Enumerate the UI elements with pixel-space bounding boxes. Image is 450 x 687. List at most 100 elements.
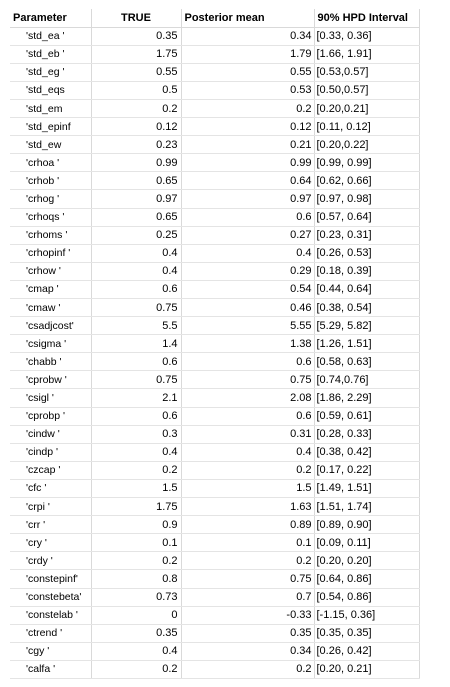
cell-true[interactable]: 0.2: [91, 660, 182, 679]
cell-hpd-interval[interactable]: [0.58, 0.63]: [314, 352, 420, 372]
cell-parameter[interactable]: 'std_eqs: [10, 81, 92, 100]
cell-hpd-interval[interactable]: [0.35, 0.35]: [314, 624, 420, 643]
cell-parameter[interactable]: 'chabb ': [10, 352, 92, 372]
cell-parameter[interactable]: 'cmaw ': [10, 298, 92, 318]
cell-parameter[interactable]: 'std_eg ': [10, 63, 92, 82]
cell-hpd-interval[interactable]: [0.33, 0.36]: [314, 27, 420, 46]
cell-posterior-mean[interactable]: 0.6: [181, 208, 315, 227]
cell-true[interactable]: 0.4: [91, 443, 182, 462]
cell-true[interactable]: 1.4: [91, 334, 182, 354]
cell-posterior-mean[interactable]: 0.89: [181, 515, 315, 535]
cell-parameter[interactable]: 'crdy ': [10, 551, 92, 571]
cell-true[interactable]: 0.65: [91, 208, 182, 227]
cell-true[interactable]: 0.35: [91, 27, 182, 46]
header-parameter[interactable]: Parameter: [10, 9, 92, 28]
cell-parameter[interactable]: 'crhob ': [10, 171, 92, 191]
cell-hpd-interval[interactable]: [0.26, 0.53]: [314, 244, 420, 263]
cell-parameter[interactable]: 'cgy ': [10, 642, 92, 661]
cell-posterior-mean[interactable]: 0.2: [181, 99, 315, 119]
cell-hpd-interval[interactable]: [0.38, 0.54]: [314, 298, 420, 318]
cell-posterior-mean[interactable]: 0.55: [181, 63, 315, 82]
cell-parameter[interactable]: 'constebeta': [10, 588, 92, 607]
cell-posterior-mean[interactable]: 0.27: [181, 226, 315, 245]
cell-hpd-interval[interactable]: [0.09, 0.11]: [314, 533, 420, 553]
cell-hpd-interval[interactable]: [0.44, 0.64]: [314, 280, 420, 300]
cell-hpd-interval[interactable]: [0.97, 0.98]: [314, 189, 420, 209]
cell-posterior-mean[interactable]: 0.21: [181, 135, 315, 155]
cell-hpd-interval[interactable]: [0.99, 0.99]: [314, 153, 420, 173]
cell-hpd-interval[interactable]: [1.26, 1.51]: [314, 334, 420, 354]
header-hpd-interval[interactable]: 90% HPD Interval: [314, 9, 420, 28]
cell-true[interactable]: 1.5: [91, 479, 182, 499]
cell-hpd-interval[interactable]: [0.57, 0.64]: [314, 208, 420, 227]
cell-hpd-interval[interactable]: [0.23, 0.31]: [314, 226, 420, 245]
cell-hpd-interval[interactable]: [1.66, 1.91]: [314, 45, 420, 64]
cell-true[interactable]: 0.25: [91, 226, 182, 245]
cell-true[interactable]: 0.1: [91, 533, 182, 553]
cell-posterior-mean[interactable]: 0.4: [181, 244, 315, 263]
cell-parameter[interactable]: 'constelab ': [10, 606, 92, 625]
cell-hpd-interval[interactable]: [0.20, 0.20]: [314, 551, 420, 571]
cell-true[interactable]: 0.75: [91, 370, 182, 390]
cell-posterior-mean[interactable]: 1.5: [181, 479, 315, 499]
cell-posterior-mean[interactable]: 5.55: [181, 316, 315, 336]
cell-true[interactable]: 0.3: [91, 425, 182, 444]
cell-parameter[interactable]: 'cprobw ': [10, 370, 92, 390]
cell-hpd-interval[interactable]: [0.38, 0.42]: [314, 443, 420, 462]
cell-hpd-interval[interactable]: [1.51, 1.74]: [314, 497, 420, 517]
cell-true[interactable]: 0.2: [91, 461, 182, 480]
cell-parameter[interactable]: 'crhoa ': [10, 153, 92, 173]
cell-true[interactable]: 0.5: [91, 81, 182, 100]
cell-parameter[interactable]: 'crpi ': [10, 497, 92, 517]
cell-posterior-mean[interactable]: 0.75: [181, 370, 315, 390]
cell-parameter[interactable]: 'crhog ': [10, 189, 92, 209]
cell-parameter[interactable]: 'calfa ': [10, 660, 92, 679]
cell-hpd-interval[interactable]: [-1.15, 0.36]: [314, 606, 420, 625]
cell-true[interactable]: 0.6: [91, 407, 182, 426]
cell-posterior-mean[interactable]: 0.6: [181, 407, 315, 426]
cell-parameter[interactable]: 'cmap ': [10, 280, 92, 300]
cell-posterior-mean[interactable]: 0.64: [181, 171, 315, 191]
cell-hpd-interval[interactable]: [5.29, 5.82]: [314, 316, 420, 336]
cell-true[interactable]: 0.73: [91, 588, 182, 607]
cell-posterior-mean[interactable]: 0.29: [181, 262, 315, 281]
cell-true[interactable]: 1.75: [91, 497, 182, 517]
cell-posterior-mean[interactable]: 0.75: [181, 569, 315, 589]
cell-parameter[interactable]: 'ctrend ': [10, 624, 92, 643]
cell-hpd-interval[interactable]: [0.53,0.57]: [314, 63, 420, 82]
cell-hpd-interval[interactable]: [0.62, 0.66]: [314, 171, 420, 191]
cell-posterior-mean[interactable]: 0.53: [181, 81, 315, 100]
cell-parameter[interactable]: 'csadjcost': [10, 316, 92, 336]
cell-true[interactable]: 0.65: [91, 171, 182, 191]
cell-parameter[interactable]: 'cfc ': [10, 479, 92, 499]
cell-parameter[interactable]: 'std_epinf: [10, 117, 92, 137]
cell-hpd-interval[interactable]: [1.86, 2.29]: [314, 388, 420, 408]
cell-posterior-mean[interactable]: 0.34: [181, 642, 315, 661]
cell-parameter[interactable]: 'csigl ': [10, 388, 92, 408]
cell-hpd-interval[interactable]: [0.74,0.76]: [314, 370, 420, 390]
cell-posterior-mean[interactable]: 0.46: [181, 298, 315, 318]
cell-parameter[interactable]: 'crhoms ': [10, 226, 92, 245]
cell-parameter[interactable]: 'std_em: [10, 99, 92, 119]
cell-parameter[interactable]: 'csigma ': [10, 334, 92, 354]
cell-true[interactable]: 0: [91, 606, 182, 625]
cell-true[interactable]: 0.75: [91, 298, 182, 318]
cell-posterior-mean[interactable]: 0.31: [181, 425, 315, 444]
cell-posterior-mean[interactable]: 0.12: [181, 117, 315, 137]
cell-hpd-interval[interactable]: [0.59, 0.61]: [314, 407, 420, 426]
cell-true[interactable]: 0.4: [91, 642, 182, 661]
cell-true[interactable]: 0.2: [91, 551, 182, 571]
cell-true[interactable]: 0.6: [91, 280, 182, 300]
cell-posterior-mean[interactable]: 2.08: [181, 388, 315, 408]
cell-true[interactable]: 1.75: [91, 45, 182, 64]
cell-parameter[interactable]: 'crhopinf ': [10, 244, 92, 263]
cell-hpd-interval[interactable]: [0.18, 0.39]: [314, 262, 420, 281]
cell-posterior-mean[interactable]: 0.6: [181, 352, 315, 372]
cell-true[interactable]: 0.35: [91, 624, 182, 643]
cell-true[interactable]: 0.4: [91, 244, 182, 263]
cell-posterior-mean[interactable]: 0.54: [181, 280, 315, 300]
cell-posterior-mean[interactable]: 0.35: [181, 624, 315, 643]
cell-posterior-mean[interactable]: 0.2: [181, 660, 315, 679]
cell-true[interactable]: 0.97: [91, 189, 182, 209]
cell-posterior-mean[interactable]: 0.97: [181, 189, 315, 209]
